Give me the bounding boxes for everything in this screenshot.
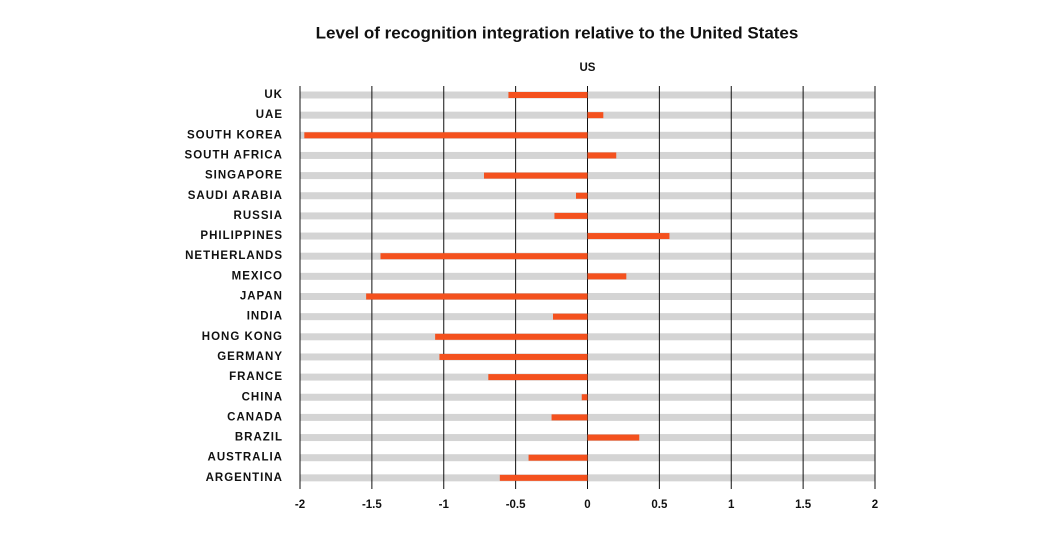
bar xyxy=(581,394,588,401)
y-tick-label: UK xyxy=(264,89,283,101)
x-tick-label: 0.5 xyxy=(651,499,668,511)
x-tick-label: 0 xyxy=(584,499,590,511)
annotation: US xyxy=(580,62,596,74)
bar xyxy=(576,192,588,199)
x-tick-label: -2 xyxy=(295,499,305,511)
y-tick-label: SOUTH AFRICA xyxy=(185,149,283,161)
bar xyxy=(587,273,627,280)
y-tick-label: PHILIPPINES xyxy=(200,230,283,242)
bar xyxy=(380,253,588,260)
y-tick-label: GERMANY xyxy=(217,351,283,363)
y-tick-label: UAE xyxy=(256,109,283,121)
x-tick-label: -1 xyxy=(439,499,450,511)
y-tick-label: ARGENTINA xyxy=(206,472,283,484)
bar xyxy=(553,313,588,320)
y-tick-label: HONG KONG xyxy=(202,331,283,343)
bar xyxy=(488,374,588,381)
bar xyxy=(435,333,588,340)
y-tick-label: BRAZIL xyxy=(235,432,283,444)
y-tick-label: CANADA xyxy=(227,411,283,423)
x-tick-label: 2 xyxy=(872,499,878,511)
bar xyxy=(484,172,588,179)
y-tick-label: SAUDI ARABIA xyxy=(188,190,283,202)
y-tick-label: JAPAN xyxy=(240,291,283,303)
y-tick-label: FRANCE xyxy=(229,371,283,383)
bar xyxy=(508,92,588,98)
y-tick-label: MEXICO xyxy=(232,270,283,282)
y-tick-label: SOUTH KOREA xyxy=(187,129,283,141)
bar xyxy=(528,454,588,461)
y-tick-label: INDIA xyxy=(247,311,283,323)
bar xyxy=(587,233,670,240)
x-tick-label: -0.5 xyxy=(506,499,526,511)
y-tick-label: RUSSIA xyxy=(234,210,283,222)
bar xyxy=(587,434,640,441)
y-tick-label: AUSTRALIA xyxy=(208,452,283,464)
bar xyxy=(499,474,588,481)
bar xyxy=(587,152,617,159)
bar xyxy=(587,112,604,119)
y-tick-label: NETHERLANDS xyxy=(185,250,283,262)
bar xyxy=(439,353,588,360)
x-tick-label: 1.5 xyxy=(795,499,812,511)
bar xyxy=(366,293,588,300)
chart-title: Level of recognition integration relativ… xyxy=(316,23,799,42)
y-tick-label: CHINA xyxy=(242,391,283,403)
y-tick-label: SINGAPORE xyxy=(205,170,283,182)
bar xyxy=(551,414,588,421)
x-tick-label: 1 xyxy=(728,499,735,511)
bar xyxy=(554,212,588,219)
bar xyxy=(304,132,588,139)
x-tick-label: -1.5 xyxy=(362,499,382,511)
